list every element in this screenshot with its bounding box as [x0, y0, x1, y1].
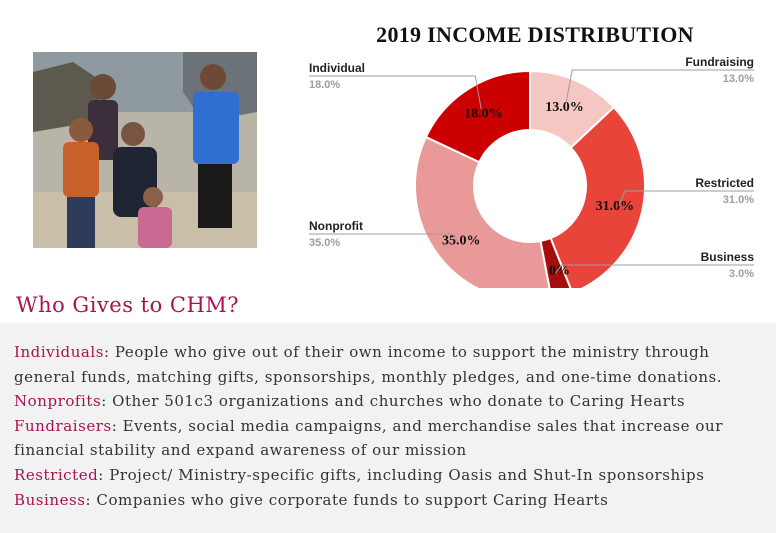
legend-percent-nonprofit: 35.0% — [309, 237, 340, 249]
income-chart: 13.0% Fundraising 13.0% 31.0% Restricted 31.0… — [300, 18, 770, 288]
description-item-restricted: Restricted: Project/ Ministry-specific g… — [14, 463, 769, 488]
description-text: : Other 501c3 organizations and churches… — [101, 392, 686, 411]
slice-nonprofit — [414, 135, 551, 288]
legend-label-nonprofit: Nonprofit — [309, 219, 363, 233]
description-term: Individuals — [14, 343, 105, 361]
slice-value-label-restricted: 31.0% — [596, 199, 635, 214]
description-item-individuals: Individuals: People who give out of thei… — [14, 340, 769, 389]
description-item-fundraisers: Fundraisers: Events, social media campai… — [14, 414, 769, 463]
leader-line-individual — [309, 75, 482, 110]
description-text: : Project/ Ministry-specific gifts, incl… — [98, 465, 705, 484]
section-title: Who Gives to CHM? — [16, 293, 240, 317]
description-item-business: Business: Companies who give corporate f… — [14, 488, 769, 513]
chart-title: 2019 INCOME DISTRIBUTION — [376, 22, 694, 47]
description-item-nonprofits: Nonprofits: Other 501c3 organizations an… — [14, 389, 769, 414]
slice-restricted — [549, 105, 646, 288]
legend-label-restricted: Restricted — [695, 176, 754, 190]
legend-percent-fundraising: 13.0% — [723, 73, 754, 85]
description-term: Fundraisers — [14, 416, 112, 435]
legend-percent-individual: 18.0% — [309, 79, 340, 91]
leader-line-restricted — [618, 190, 754, 207]
slice-value-label-nonprofit: 35.0% — [442, 233, 481, 248]
description-text: : Events, social media campaigns, and me… — [14, 416, 723, 460]
slice-value-label-fundraising: 13.0% — [545, 100, 584, 115]
legend-percent-restricted: 31.0% — [723, 194, 754, 206]
legend-percent-business: 3.0% — [729, 268, 754, 280]
legend-label-individual: Individual — [309, 61, 365, 75]
slice-individual — [424, 69, 531, 164]
legend-label-business: Business — [701, 250, 755, 264]
legend-label-fundraising: Fundraising — [685, 55, 754, 69]
description-text: : Companies who give corporate funds to … — [85, 490, 609, 509]
description-term: Business — [14, 490, 86, 509]
description-term: Restricted — [14, 465, 99, 484]
leader-line-fundraising — [565, 69, 754, 103]
family-photo — [33, 52, 257, 248]
description-term: Nonprofits — [14, 392, 102, 411]
leader-line-business — [554, 264, 754, 274]
family-photo-image — [33, 52, 257, 248]
description-list: Individuals: People who give out of thei… — [14, 340, 769, 512]
donut-chart: 13.0% Fundraising 13.0% 31.0% Restricted 31.0… — [309, 55, 755, 288]
slice-value-label-individual: 18.0% — [464, 107, 503, 122]
leader-line-nonprofit — [309, 233, 459, 243]
description-text: : People who give out of their own incom… — [14, 343, 723, 386]
description-panel: Individuals: People who give out of thei… — [0, 323, 776, 533]
